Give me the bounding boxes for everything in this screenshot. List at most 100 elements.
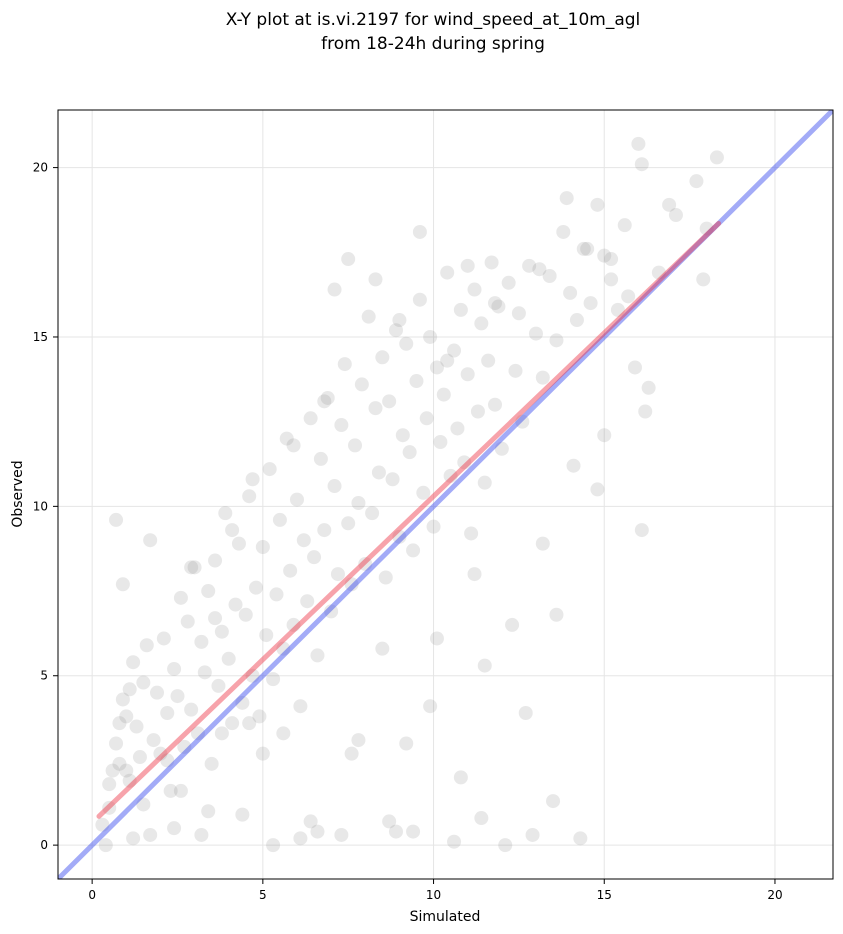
scatter-point xyxy=(190,726,205,741)
scatter-point xyxy=(522,258,537,273)
scatter-point xyxy=(535,536,550,551)
scatter-point xyxy=(426,519,441,534)
scatter-point xyxy=(409,374,424,389)
scatter-point xyxy=(447,343,462,358)
scatter-point xyxy=(638,404,653,419)
scatter-point xyxy=(126,655,141,670)
scatter-point xyxy=(337,357,352,372)
scatter-point xyxy=(604,272,619,287)
scatter-point xyxy=(627,360,642,375)
scatter-point xyxy=(255,540,270,555)
scatter-point xyxy=(488,397,503,412)
scatter-point xyxy=(242,489,257,504)
scatter-point xyxy=(177,739,192,754)
scatter-point xyxy=(109,736,124,751)
scatter-point xyxy=(518,706,533,721)
scatter-point xyxy=(112,716,127,731)
y-tick-label: 20 xyxy=(33,161,48,175)
scatter-point xyxy=(252,709,267,724)
scatter-point xyxy=(303,814,318,829)
scatter-point xyxy=(566,458,581,473)
scatter-point xyxy=(501,275,516,290)
scatter-point xyxy=(549,607,564,622)
scatter-point xyxy=(344,577,359,592)
scatter-point xyxy=(266,838,281,853)
y-axis-label: Observed xyxy=(10,460,26,527)
scatter-point xyxy=(249,580,264,595)
scatter-point xyxy=(214,726,229,741)
scatter-point xyxy=(563,285,578,300)
scatter-point xyxy=(334,418,349,433)
scatter-point xyxy=(559,191,574,206)
y-tick-label: 10 xyxy=(33,499,48,513)
scatter-point xyxy=(412,292,427,307)
scatter-point xyxy=(668,208,683,223)
scatter-point xyxy=(528,326,543,341)
scatter-point xyxy=(631,136,646,151)
x-tick-label: 5 xyxy=(259,888,267,902)
scatter-point xyxy=(211,678,226,693)
scatter-point xyxy=(231,536,246,551)
scatter-point xyxy=(433,434,448,449)
scatter-point xyxy=(208,611,223,626)
scatter-point xyxy=(122,682,137,697)
scatter-point xyxy=(505,617,520,632)
scatter-point xyxy=(358,556,373,571)
scatter-point xyxy=(102,800,117,815)
fit-line xyxy=(96,220,722,819)
scatter-point xyxy=(170,689,185,704)
grid-lines xyxy=(58,110,833,879)
scatter-point xyxy=(436,387,451,402)
scatter-point xyxy=(293,699,308,714)
scatter-point xyxy=(245,668,260,683)
scatter-point xyxy=(194,827,209,842)
scatter-point xyxy=(535,370,550,385)
scatter-point xyxy=(139,638,154,653)
scatter-point xyxy=(474,811,489,826)
scatter-point xyxy=(385,472,400,487)
scatter-point xyxy=(351,733,366,748)
scatter-point xyxy=(300,594,315,609)
scatter-point xyxy=(204,756,219,771)
scatter-point xyxy=(382,394,397,409)
scatter-point xyxy=(423,329,438,344)
scatter-point xyxy=(225,716,240,731)
scatter-point xyxy=(310,824,325,839)
x-tick-label: 20 xyxy=(767,888,782,902)
scatter-point xyxy=(293,831,308,846)
scatter-point xyxy=(689,174,704,189)
scatter-point xyxy=(354,377,369,392)
scatter-point xyxy=(481,353,496,368)
scatter-point xyxy=(368,401,383,416)
scatter-point xyxy=(525,827,540,842)
scatter-point xyxy=(440,353,455,368)
scatter-point xyxy=(477,475,492,490)
scatter-point xyxy=(341,516,356,531)
scatter-point xyxy=(597,248,612,263)
scatter-point xyxy=(467,567,482,582)
scatter-point xyxy=(129,719,144,734)
reference-lines xyxy=(58,110,833,879)
scatter-point xyxy=(634,523,649,538)
scatter-point xyxy=(115,577,130,592)
scatter-point xyxy=(245,472,260,487)
scatter-point xyxy=(310,648,325,663)
scatter-point xyxy=(464,526,479,541)
scatter-point xyxy=(610,302,625,317)
scatter-point xyxy=(221,651,236,666)
x-tick-label: 0 xyxy=(88,888,96,902)
scatter-point xyxy=(443,468,458,483)
scatter-point xyxy=(351,495,366,510)
scatter-point xyxy=(440,265,455,280)
scatter-point xyxy=(457,455,472,470)
scatter-point xyxy=(515,414,530,429)
chart-title: X-Y plot at is.vi.2197 for wind_speed_at… xyxy=(226,10,641,30)
scatter-point xyxy=(259,628,274,643)
scatter-point xyxy=(266,672,281,687)
scatter-point xyxy=(597,428,612,443)
scatter-point xyxy=(617,218,632,233)
scatter-point xyxy=(406,824,421,839)
scatter-point xyxy=(580,241,595,256)
scatter-point xyxy=(327,282,342,297)
scatter-point xyxy=(429,360,444,375)
